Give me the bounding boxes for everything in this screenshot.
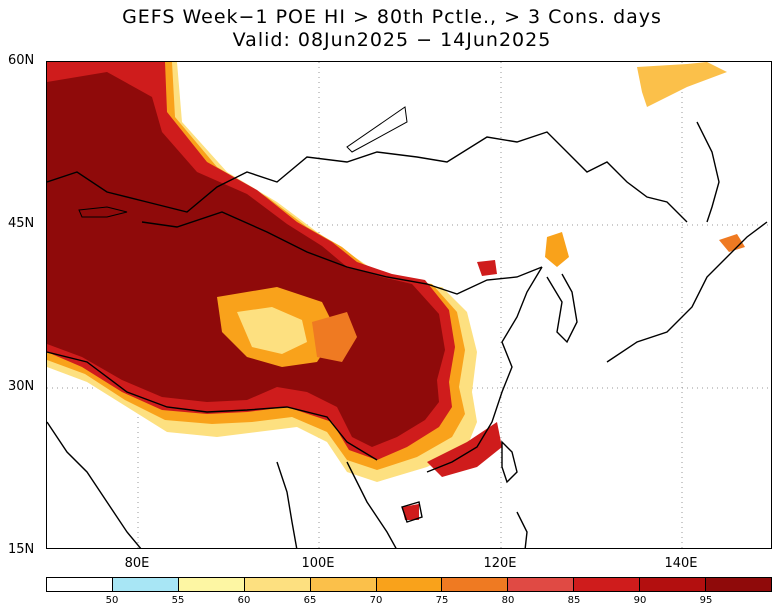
lat-label-30n: 30N <box>8 379 35 394</box>
colorbar-bin-80-85 <box>508 578 575 591</box>
colorbar-label-80: 80 <box>501 595 515 606</box>
colorbar-label-55: 55 <box>171 595 185 606</box>
colorbar-bin-65-70 <box>310 578 377 591</box>
himalaya-border <box>47 351 378 461</box>
india-coast <box>47 421 142 548</box>
colorbar-label-50: 50 <box>105 595 119 606</box>
colorbar-bin-75-80 <box>442 578 509 591</box>
probability-shading <box>47 62 745 520</box>
heat-index-map <box>47 62 771 548</box>
hainan-island <box>401 501 423 523</box>
lon-label-100e: 100E <box>301 556 335 571</box>
colorbar-label-60: 60 <box>237 595 251 606</box>
shading-patch-core <box>237 307 307 354</box>
shading-patch-japan <box>719 234 745 252</box>
shading-patch-north <box>477 260 497 276</box>
japan-islands <box>606 221 768 363</box>
shading-patch-east <box>312 312 357 362</box>
shading-patch-far-east <box>637 62 727 107</box>
colorbar-bin-55-60 <box>178 578 245 591</box>
colorbar-bin-85-90 <box>574 578 641 591</box>
colorbar-label-70: 70 <box>369 595 383 606</box>
korea-peninsula <box>546 273 578 344</box>
lon-label-120e: 120E <box>483 556 517 571</box>
colorbar-label-85: 85 <box>567 595 581 606</box>
lat-label-15n: 15N <box>8 542 35 557</box>
colorbar-bin-50-55 <box>112 578 179 591</box>
lake-balkhash <box>78 206 128 218</box>
colorbar-bin-above-95 <box>706 578 771 591</box>
map-panel <box>46 61 772 549</box>
map-title-line2: Valid: 08Jun2025 − 14Jun2025 <box>232 29 552 51</box>
colorbar-bin-below-50 <box>47 578 113 591</box>
coastlines-borders <box>47 106 768 548</box>
lon-label-140e: 140E <box>664 556 698 571</box>
myanmar-border <box>276 461 298 548</box>
shading-patch-hainan <box>402 504 419 520</box>
northern-border-line <box>47 131 688 223</box>
colorbar-bin-60-65 <box>244 578 311 591</box>
colorbar-bin-70-75 <box>376 578 443 591</box>
lon-label-80e: 80E <box>124 556 150 571</box>
shading-patch-northeast <box>545 232 569 267</box>
map-title-line1: GEFS Week−1 POE HI > 80th Pctle., > 3 Co… <box>122 6 662 28</box>
colorbar-label-75: 75 <box>435 595 449 606</box>
lake-baikal <box>346 106 408 153</box>
colorbar-label-95: 95 <box>699 595 713 606</box>
lat-label-45n: 45N <box>8 216 35 231</box>
colorbar-bin-90-95 <box>640 578 707 591</box>
china-east-coast <box>426 266 543 473</box>
taiwan-island <box>501 440 518 484</box>
indochina-border <box>346 461 397 548</box>
colorbar <box>46 577 772 592</box>
lat-label-60n: 60N <box>8 53 35 68</box>
colorbar-label-90: 90 <box>633 595 647 606</box>
inner-border-line <box>141 211 543 295</box>
sakhalin-island <box>696 121 720 223</box>
philippines-coast <box>516 511 528 548</box>
colorbar-label-65: 65 <box>303 595 317 606</box>
